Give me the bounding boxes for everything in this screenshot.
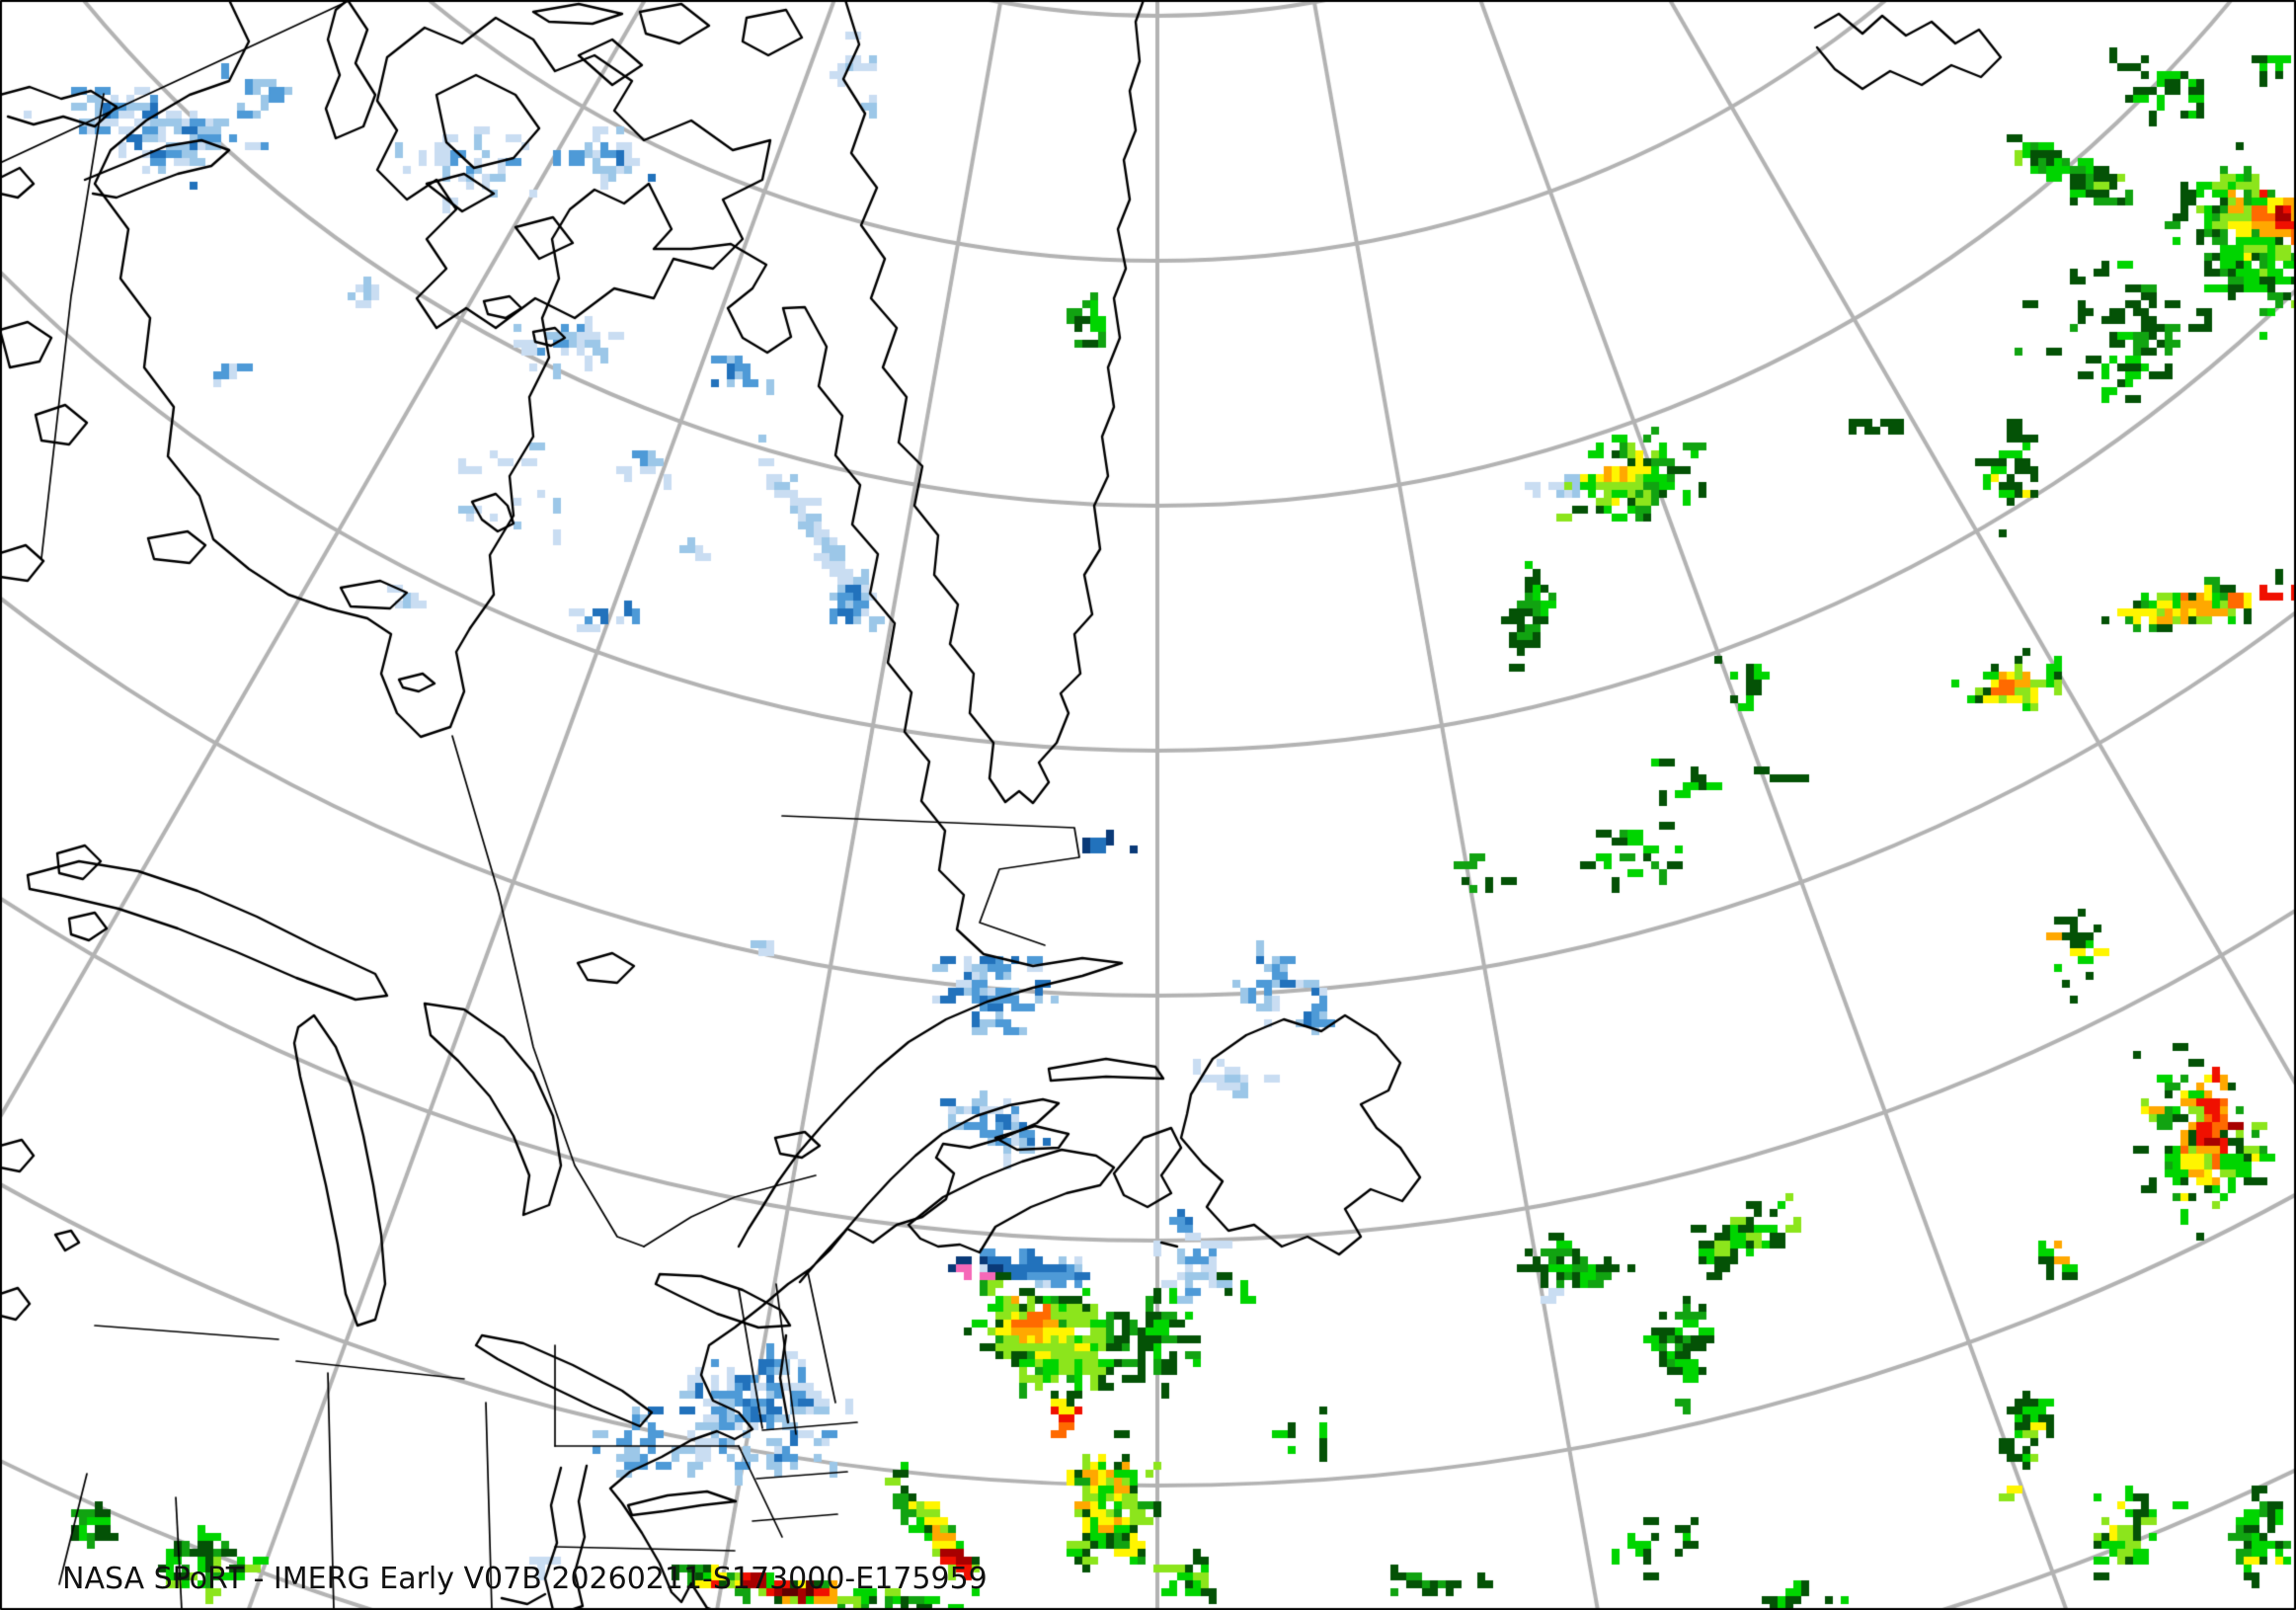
product-label: NASA SPoRT - IMERG Early V07B 20260211-S… bbox=[62, 1562, 988, 1596]
